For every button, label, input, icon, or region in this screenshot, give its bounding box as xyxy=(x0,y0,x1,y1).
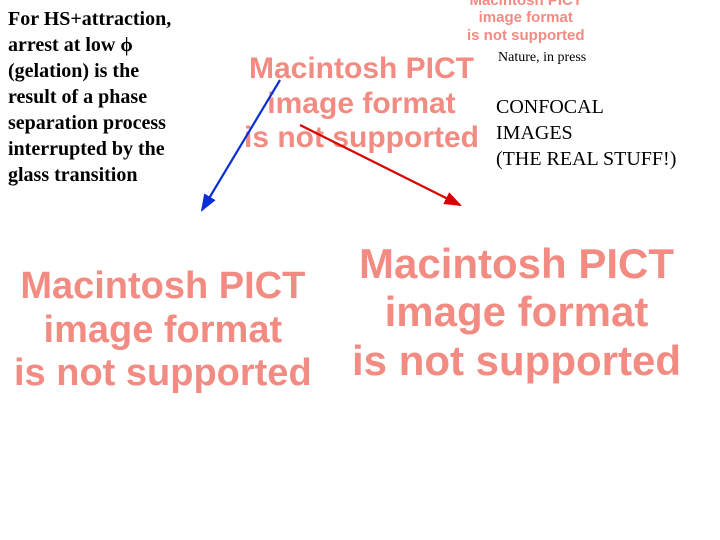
red-arrow xyxy=(300,125,460,205)
arrows-layer xyxy=(0,0,720,540)
blue-arrow xyxy=(202,80,280,210)
